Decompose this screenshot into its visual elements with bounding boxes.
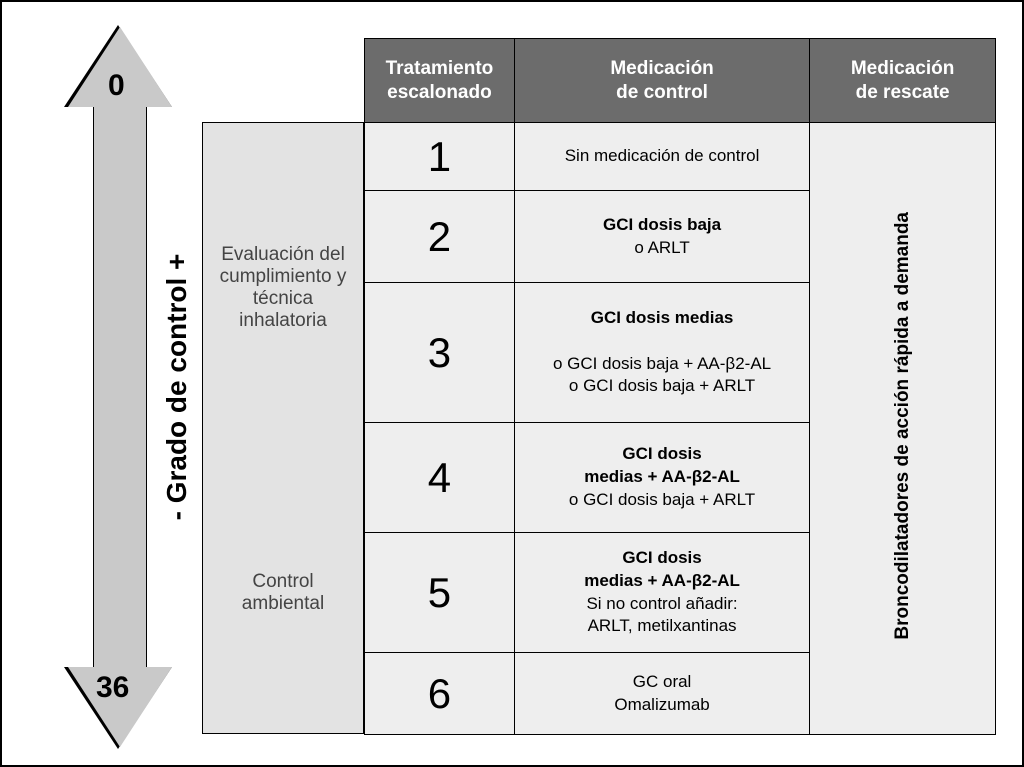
- table-body: 1Sin medicación de controlBroncodilatado…: [365, 123, 996, 735]
- control-medication: GCI dosismedias + AA-β2-ALSi no control …: [514, 533, 809, 653]
- control-medication: Sin medicación de control: [514, 123, 809, 191]
- header-row: Tratamientoescalonado Medicaciónde contr…: [365, 39, 996, 123]
- rescue-medication: Broncodilatadores de acción rápida a dem…: [810, 123, 996, 735]
- control-medication: GCI dosis mediaso GCI dosis baja + AA-β2…: [514, 283, 809, 423]
- hdr-rescate: Medicaciónde rescate: [810, 39, 996, 123]
- control-medication: GCI dosis bajao ARLT: [514, 191, 809, 283]
- control-medication: GC oralOmalizumab: [514, 653, 809, 735]
- left-column: Evaluación del cumplimiento y técnica in…: [202, 122, 364, 734]
- control-medication: GCI dosismedias + AA-β2-ALo GCI dosis ba…: [514, 423, 809, 533]
- arrow-top-value: 0: [108, 69, 125, 103]
- table-head: Tratamientoescalonado Medicaciónde contr…: [365, 39, 996, 123]
- step-number: 2: [365, 191, 515, 283]
- step-number: 5: [365, 533, 515, 653]
- leftcol-item: Control ambiental: [203, 452, 363, 733]
- axis-label: - Grado de control +: [161, 227, 193, 547]
- step-number: 3: [365, 283, 515, 423]
- step-number: 4: [365, 423, 515, 533]
- page: 0 36 - Grado de control + Evaluación del…: [0, 0, 1024, 767]
- treatment-table: Tratamientoescalonado Medicaciónde contr…: [364, 38, 996, 735]
- hdr-control: Medicaciónde control: [514, 39, 809, 123]
- hdr-escalonado: Tratamientoescalonado: [365, 39, 515, 123]
- leftcol-item: Evaluación del cumplimiento y técnica in…: [203, 123, 363, 452]
- arrow-bottom-value: 36: [96, 671, 129, 705]
- step-number: 1: [365, 123, 515, 191]
- arrow-shaft: [93, 107, 147, 667]
- table-row: 1Sin medicación de controlBroncodilatado…: [365, 123, 996, 191]
- step-number: 6: [365, 653, 515, 735]
